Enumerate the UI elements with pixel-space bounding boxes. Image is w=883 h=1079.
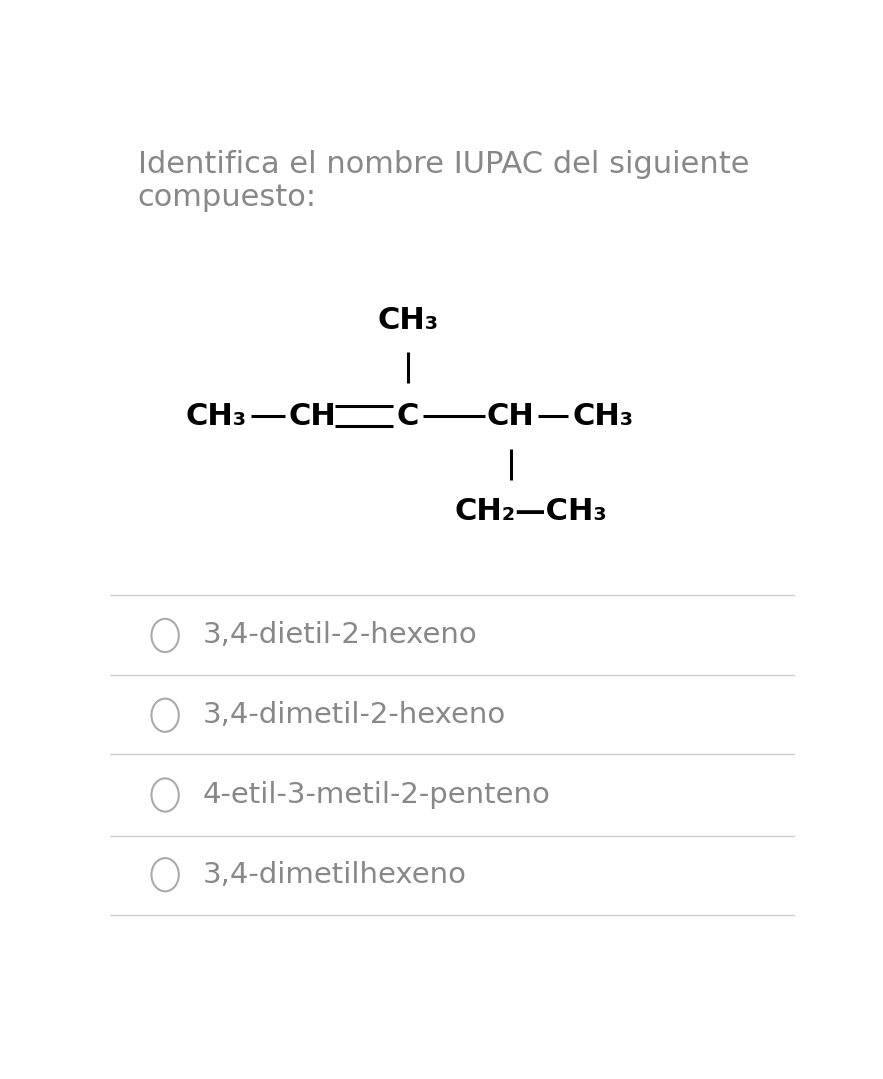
Text: 4-etil-3-metil-2-penteno: 4-etil-3-metil-2-penteno bbox=[203, 781, 551, 809]
Text: compuesto:: compuesto: bbox=[138, 183, 317, 213]
Text: CH₂—CH₃: CH₂—CH₃ bbox=[455, 497, 608, 527]
Text: CH₃: CH₃ bbox=[572, 401, 634, 431]
Text: 3,4-dimetilhexeno: 3,4-dimetilhexeno bbox=[203, 861, 467, 889]
Text: CH: CH bbox=[289, 401, 336, 431]
Text: 3,4-dietil-2-hexeno: 3,4-dietil-2-hexeno bbox=[203, 622, 478, 650]
Text: 3,4-dimetil-2-hexeno: 3,4-dimetil-2-hexeno bbox=[203, 701, 506, 729]
Text: CH₃: CH₃ bbox=[378, 306, 439, 336]
Text: C: C bbox=[396, 401, 419, 431]
Text: CH: CH bbox=[487, 401, 534, 431]
Text: CH₃: CH₃ bbox=[186, 401, 247, 431]
Text: Identifica el nombre IUPAC del siguiente: Identifica el nombre IUPAC del siguiente bbox=[138, 150, 750, 179]
